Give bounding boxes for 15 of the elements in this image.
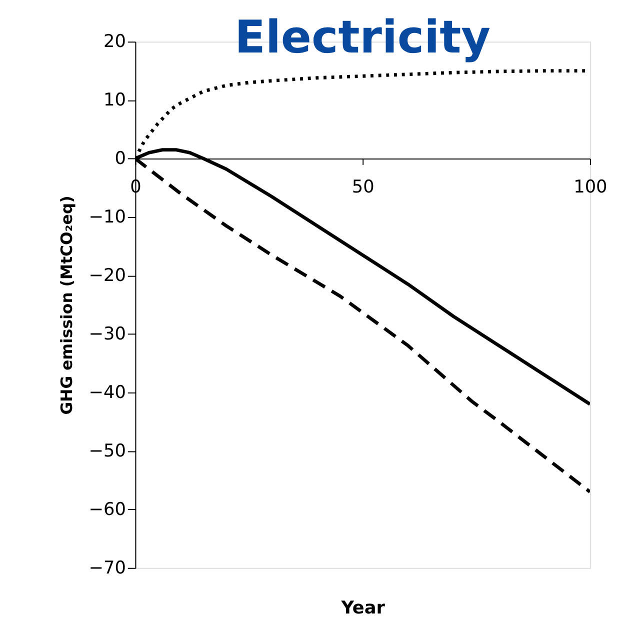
y-axis-title: GHG emission (MtCO₂eq) — [57, 196, 76, 415]
x-tick-label: 50 — [352, 177, 374, 198]
y-tick-label: 0 — [114, 148, 126, 169]
y-tick-label: −70 — [88, 558, 126, 578]
y-tick-label: −30 — [88, 324, 126, 344]
y-tick-label: 20 — [103, 32, 126, 52]
x-axis-title: Year — [340, 598, 386, 618]
y-tick-label: −40 — [88, 382, 126, 403]
y-tick-label: −50 — [88, 441, 126, 462]
y-tick-label: −20 — [88, 266, 126, 286]
y-tick-label: 10 — [103, 90, 126, 110]
chart-title: Electricity — [234, 10, 491, 64]
y-tick-label: −60 — [88, 500, 126, 520]
x-tick-label: 100 — [574, 177, 608, 198]
y-tick-label: −10 — [88, 207, 126, 228]
